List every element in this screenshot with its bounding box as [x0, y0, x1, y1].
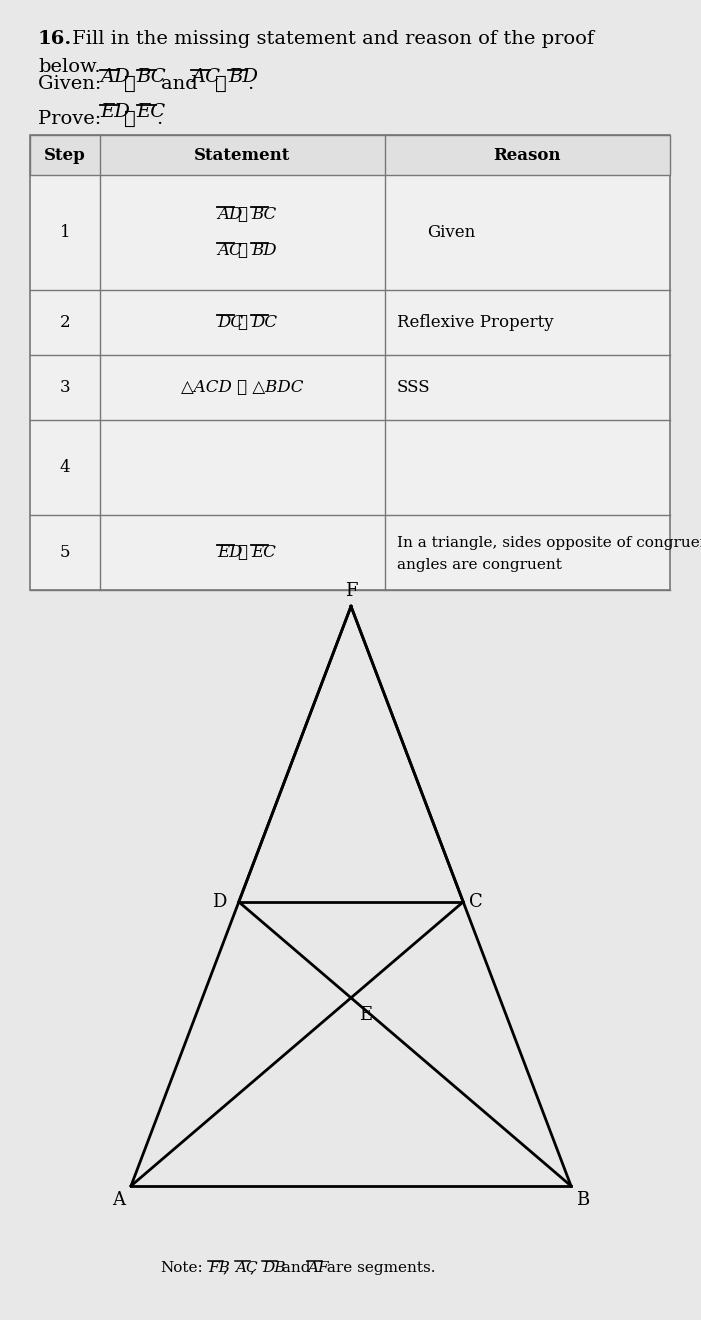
Text: Reason: Reason — [494, 147, 562, 164]
Text: ≅: ≅ — [238, 242, 247, 259]
Text: and: and — [161, 75, 198, 92]
Text: and: and — [277, 1261, 315, 1275]
Text: 2: 2 — [60, 314, 70, 331]
Text: FB: FB — [208, 1261, 230, 1275]
Text: ≅: ≅ — [124, 110, 136, 128]
Text: ,: , — [250, 1261, 260, 1275]
Text: 5: 5 — [60, 544, 70, 561]
Text: BD: BD — [251, 242, 277, 259]
Text: ≅: ≅ — [238, 544, 247, 561]
Text: EC: EC — [251, 544, 276, 561]
Text: EC: EC — [137, 103, 165, 121]
Text: ED: ED — [100, 103, 130, 121]
Text: AD: AD — [217, 206, 243, 223]
Text: C: C — [469, 892, 483, 911]
Text: F: F — [345, 582, 358, 601]
Text: AF: AF — [307, 1261, 329, 1275]
Text: DC: DC — [251, 314, 278, 331]
Text: Prove:: Prove: — [38, 110, 107, 128]
Text: are segments.: are segments. — [322, 1261, 436, 1275]
Text: ≅: ≅ — [238, 314, 247, 331]
Text: ≅: ≅ — [238, 206, 247, 223]
Text: B: B — [576, 1191, 590, 1209]
Text: AC: AC — [217, 242, 243, 259]
Text: ,: , — [223, 1261, 233, 1275]
Text: DC: DC — [217, 314, 244, 331]
Text: SSS: SSS — [397, 379, 430, 396]
Text: AC: AC — [191, 69, 220, 86]
Text: 1: 1 — [60, 224, 70, 242]
Text: 4: 4 — [60, 459, 70, 477]
Text: Given: Given — [427, 224, 475, 242]
Bar — [30, 135, 670, 176]
Text: angles are congruent: angles are congruent — [397, 558, 562, 573]
Text: Fill in the missing statement and reason of the proof: Fill in the missing statement and reason… — [66, 30, 594, 48]
Bar — [30, 135, 670, 590]
Text: 16.: 16. — [38, 30, 72, 48]
Text: Step: Step — [44, 147, 86, 164]
Text: D: D — [212, 892, 227, 911]
Text: Statement: Statement — [194, 147, 291, 164]
Text: Reflexive Property: Reflexive Property — [397, 314, 554, 331]
Text: .: . — [247, 75, 253, 92]
Text: ≅: ≅ — [215, 75, 227, 92]
Text: E: E — [359, 1006, 372, 1024]
Text: BC: BC — [251, 206, 276, 223]
Text: BD: BD — [228, 69, 258, 86]
Text: 3: 3 — [60, 379, 70, 396]
Text: A: A — [112, 1191, 125, 1209]
Text: Note:: Note: — [160, 1261, 203, 1275]
Text: below.: below. — [38, 58, 101, 77]
Text: AC: AC — [235, 1261, 258, 1275]
Text: ≅: ≅ — [124, 75, 136, 92]
Text: BC: BC — [137, 69, 166, 86]
Text: DB: DB — [262, 1261, 285, 1275]
Text: ED: ED — [217, 544, 243, 561]
Text: Given:: Given: — [38, 75, 108, 92]
Text: .: . — [156, 110, 162, 128]
Text: In a triangle, sides opposite of congruent: In a triangle, sides opposite of congrue… — [397, 536, 701, 549]
Text: AD: AD — [100, 69, 130, 86]
Text: △ACD ≅ △BDC: △ACD ≅ △BDC — [182, 379, 304, 396]
